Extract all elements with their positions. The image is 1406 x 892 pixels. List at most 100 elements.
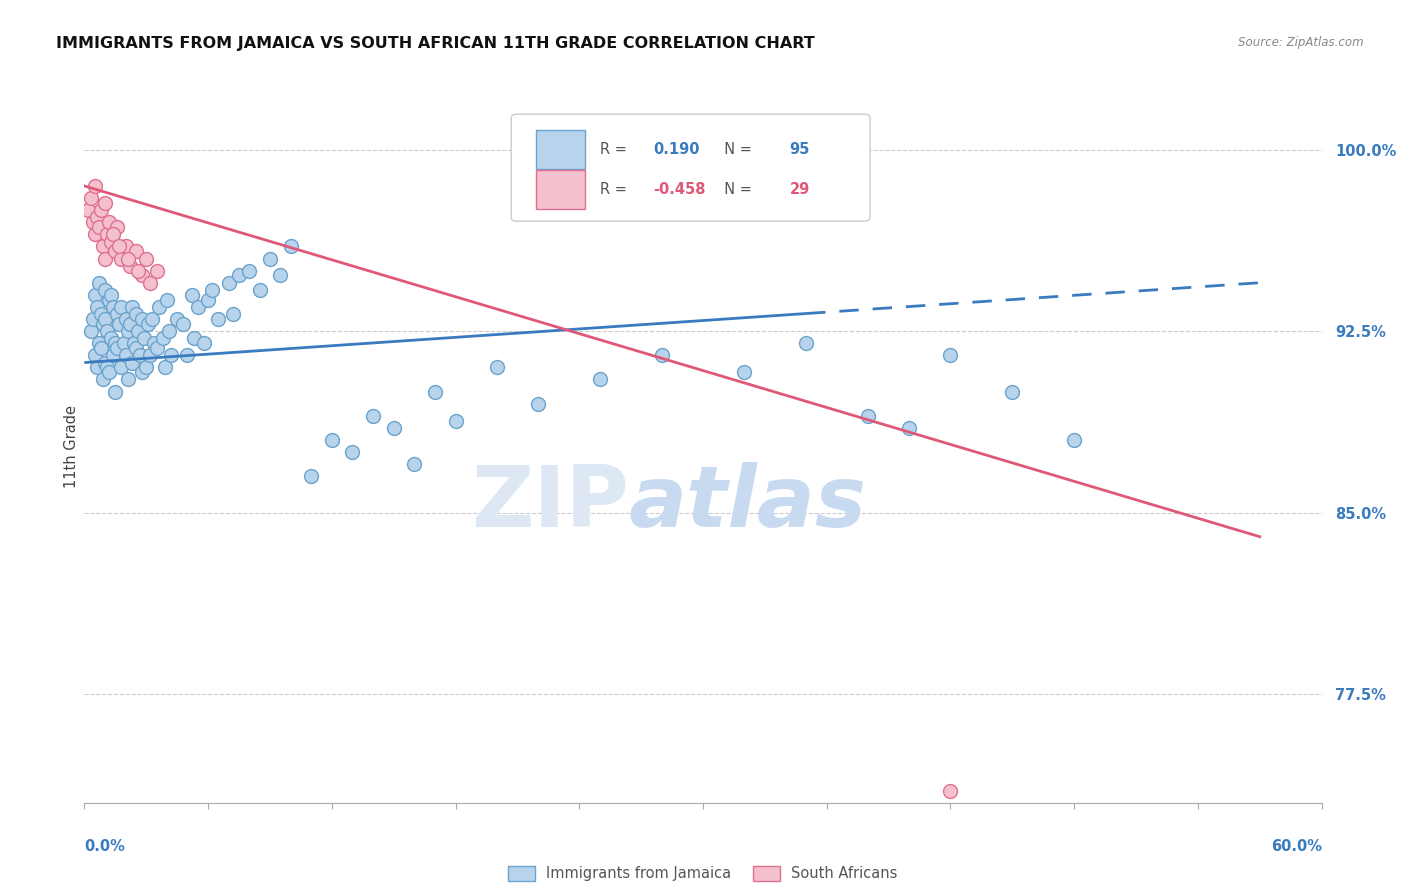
Point [117, 372, 139, 386]
Point [143, 336, 166, 351]
Point [117, 252, 139, 266]
Point [939, 783, 962, 797]
Point [104, 384, 127, 399]
Point [94, 355, 117, 369]
Text: -0.458: -0.458 [654, 182, 706, 197]
Point [83, 227, 105, 242]
Point [180, 288, 202, 302]
Point [91, 239, 114, 253]
Point [145, 263, 167, 277]
Point [131, 268, 153, 283]
FancyBboxPatch shape [536, 170, 585, 210]
Point [104, 244, 127, 259]
Point [114, 239, 136, 253]
Point [423, 384, 446, 399]
Text: IMMIGRANTS FROM JAMAICA VS SOUTH AFRICAN 11TH GRADE CORRELATION CHART: IMMIGRANTS FROM JAMAICA VS SOUTH AFRICAN… [56, 36, 815, 51]
Point [79, 324, 101, 338]
Point [117, 324, 139, 338]
Point [141, 312, 163, 326]
Point [105, 220, 128, 235]
Point [589, 372, 612, 386]
Point [98, 293, 121, 307]
Point [172, 317, 194, 331]
Point [108, 239, 131, 253]
Point [228, 268, 250, 283]
FancyBboxPatch shape [512, 114, 870, 221]
Point [404, 457, 426, 471]
Point [112, 336, 135, 351]
Point [127, 263, 149, 277]
Point [527, 397, 550, 411]
Text: atlas: atlas [628, 461, 868, 545]
Point [342, 445, 364, 459]
Point [83, 288, 105, 302]
Point [361, 409, 384, 423]
Legend: Immigrants from Jamaica, South Africans: Immigrants from Jamaica, South Africans [501, 858, 905, 888]
Point [82, 312, 104, 326]
Point [103, 227, 125, 242]
Point [125, 244, 148, 259]
Point [152, 331, 174, 345]
Point [183, 331, 205, 345]
Point [100, 288, 122, 302]
Text: 60.0%: 60.0% [1271, 839, 1322, 854]
Point [125, 341, 148, 355]
Point [87, 276, 110, 290]
Point [485, 360, 508, 375]
Point [86, 300, 108, 314]
Point [939, 348, 962, 362]
Point [100, 331, 122, 345]
Point [135, 360, 157, 375]
Point [134, 331, 156, 345]
Point [110, 360, 132, 375]
Point [176, 348, 198, 362]
Point [96, 227, 118, 242]
Point [122, 336, 145, 351]
Point [157, 324, 180, 338]
Point [382, 421, 405, 435]
Point [90, 341, 112, 355]
Point [114, 348, 136, 362]
Point [121, 300, 143, 314]
Point [105, 341, 128, 355]
Point [131, 365, 153, 379]
Text: R =: R = [600, 182, 637, 197]
Point [794, 336, 817, 351]
Point [153, 360, 176, 375]
Point [280, 239, 302, 253]
Point [1001, 384, 1024, 399]
Point [197, 293, 219, 307]
Point [118, 259, 141, 273]
Point [269, 268, 291, 283]
Point [100, 235, 122, 249]
Point [91, 372, 114, 386]
Text: N =: N = [716, 182, 762, 197]
Point [83, 348, 105, 362]
Point [108, 317, 131, 331]
Point [148, 300, 170, 314]
Point [145, 341, 167, 355]
Point [94, 195, 117, 210]
Point [733, 365, 755, 379]
Point [856, 409, 879, 423]
Point [121, 355, 143, 369]
Point [129, 348, 152, 362]
Point [94, 252, 117, 266]
Point [90, 203, 112, 218]
Point [125, 307, 148, 321]
Point [114, 312, 136, 326]
Point [127, 324, 149, 338]
Point [160, 348, 183, 362]
Point [94, 283, 117, 297]
Point [193, 336, 215, 351]
Point [156, 293, 179, 307]
Text: 29: 29 [790, 182, 810, 197]
Point [135, 252, 157, 266]
Point [259, 252, 281, 266]
Point [82, 215, 104, 229]
Point [110, 252, 132, 266]
Point [201, 283, 224, 297]
Point [110, 300, 132, 314]
Point [79, 191, 101, 205]
Point [187, 300, 209, 314]
